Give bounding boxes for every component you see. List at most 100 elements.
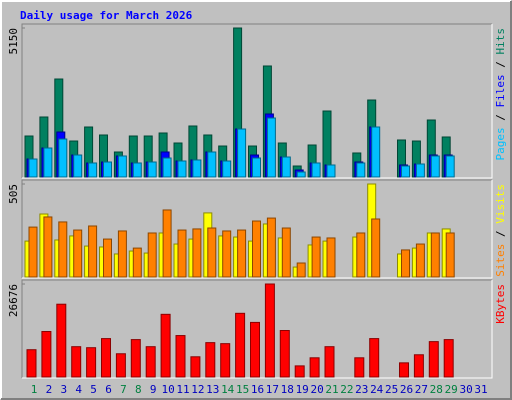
bar bbox=[369, 338, 380, 378]
bar bbox=[73, 154, 83, 178]
bar bbox=[237, 128, 247, 178]
bar bbox=[145, 346, 156, 378]
bar bbox=[309, 357, 320, 378]
legend-entry: Files bbox=[494, 74, 507, 107]
x-tick-label: 25 bbox=[385, 383, 398, 396]
bar bbox=[115, 353, 126, 378]
bar bbox=[311, 236, 321, 278]
bar bbox=[28, 226, 38, 278]
bar bbox=[132, 247, 142, 278]
bar bbox=[86, 347, 97, 378]
x-tick-label: 24 bbox=[370, 383, 384, 396]
bar bbox=[177, 229, 187, 278]
plot-bevel bbox=[22, 280, 493, 379]
x-tick-label: 29 bbox=[445, 383, 458, 396]
x-tick-label: 11 bbox=[176, 383, 189, 396]
x-tick-label: 26 bbox=[400, 383, 413, 396]
bar bbox=[443, 339, 454, 378]
legend-entry: Hits bbox=[494, 28, 507, 55]
x-tick-label: 7 bbox=[120, 383, 127, 396]
bar bbox=[28, 158, 38, 178]
bar bbox=[266, 117, 276, 178]
bar bbox=[326, 164, 336, 178]
x-tick-label: 13 bbox=[206, 383, 219, 396]
x-tick-label: 1 bbox=[31, 383, 38, 396]
bar bbox=[205, 342, 216, 378]
plot-bevel bbox=[21, 279, 492, 378]
x-tick-label: 2 bbox=[46, 383, 53, 396]
bar bbox=[117, 155, 127, 178]
bar bbox=[250, 321, 260, 378]
bar bbox=[88, 225, 98, 278]
bar bbox=[192, 159, 202, 178]
bar bbox=[160, 313, 171, 378]
bar bbox=[73, 229, 83, 278]
legend-entry: Sites bbox=[494, 244, 507, 277]
bar bbox=[279, 330, 290, 378]
legend-separator: / bbox=[494, 108, 507, 128]
bar bbox=[354, 357, 365, 378]
bar bbox=[428, 341, 439, 378]
bar bbox=[430, 232, 440, 278]
legend: KBytes bbox=[494, 284, 507, 324]
plot-bevel bbox=[21, 179, 492, 278]
chart-title: Daily usage for March 2026 bbox=[20, 9, 193, 22]
bar bbox=[147, 232, 157, 278]
bar bbox=[252, 157, 261, 178]
bar bbox=[103, 238, 112, 278]
bar bbox=[43, 147, 53, 178]
legend-entry: KBytes bbox=[494, 284, 507, 324]
legend-separator: / bbox=[494, 55, 507, 75]
bar bbox=[415, 243, 425, 278]
bar bbox=[207, 227, 217, 278]
x-tick-label: 9 bbox=[150, 383, 157, 396]
bar bbox=[445, 232, 455, 278]
y-tick-label: 26676 bbox=[7, 284, 20, 317]
x-tick-label: 14 bbox=[221, 383, 235, 396]
legend-entry: Pages bbox=[494, 127, 507, 160]
bar bbox=[58, 138, 68, 178]
bar bbox=[413, 354, 424, 378]
bar bbox=[41, 331, 52, 378]
x-tick-label: 28 bbox=[430, 383, 443, 396]
bar bbox=[296, 262, 306, 278]
y-tick-label: 505 bbox=[7, 184, 20, 204]
bar bbox=[445, 155, 455, 178]
bar bbox=[88, 162, 98, 178]
bar bbox=[192, 228, 202, 278]
bar bbox=[207, 151, 217, 178]
y-tick-label: 5150 bbox=[7, 28, 20, 55]
bar bbox=[415, 163, 425, 178]
bar bbox=[130, 339, 141, 378]
plot-bevel bbox=[22, 24, 493, 179]
bar bbox=[324, 346, 335, 378]
bar bbox=[222, 230, 232, 278]
bar bbox=[101, 338, 111, 378]
bar bbox=[190, 356, 201, 378]
bar bbox=[177, 160, 187, 178]
bar bbox=[371, 218, 381, 278]
bar bbox=[222, 160, 232, 178]
bar bbox=[175, 335, 186, 378]
bar bbox=[311, 162, 321, 178]
bar bbox=[281, 227, 291, 278]
x-tick-label: 22 bbox=[340, 383, 353, 396]
x-tick-label: 18 bbox=[281, 383, 294, 396]
bar bbox=[401, 165, 410, 178]
x-tick-label: 20 bbox=[310, 383, 323, 396]
bar bbox=[266, 217, 276, 278]
bar bbox=[399, 362, 409, 378]
legend: Sites / Visits bbox=[494, 184, 507, 277]
x-tick-label: 27 bbox=[415, 383, 428, 396]
bar bbox=[117, 230, 127, 278]
bar bbox=[252, 220, 261, 278]
bar bbox=[237, 229, 247, 278]
bar bbox=[401, 249, 410, 278]
x-tick-label: 6 bbox=[105, 383, 112, 396]
x-tick-label: 30 bbox=[459, 383, 472, 396]
plot-bevel bbox=[21, 23, 492, 178]
x-tick-label: 16 bbox=[251, 383, 264, 396]
plot-bevel bbox=[22, 180, 493, 279]
x-tick-label: 31 bbox=[474, 383, 487, 396]
